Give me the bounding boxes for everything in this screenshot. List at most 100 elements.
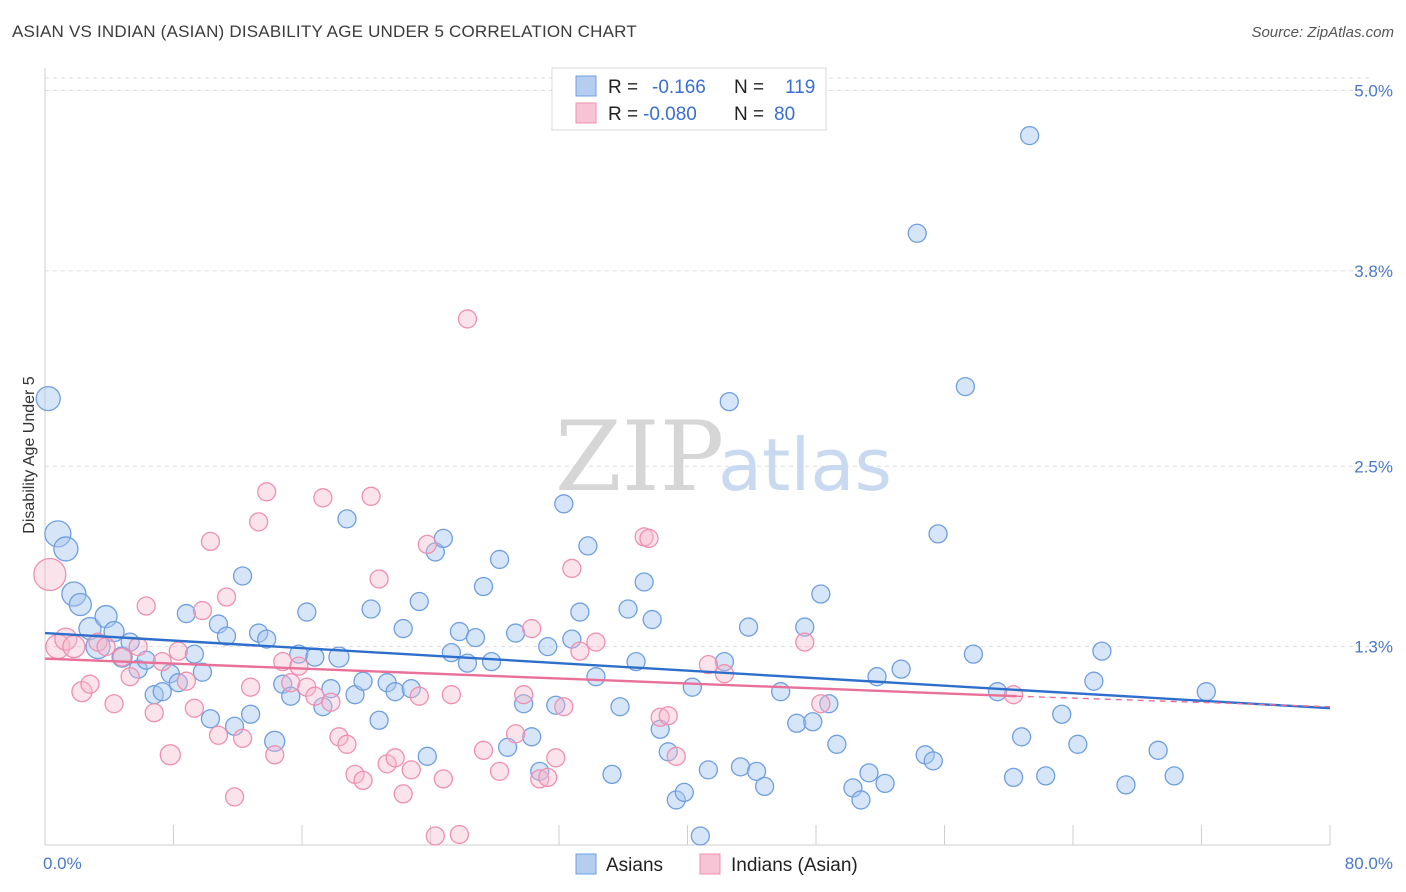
asians-point-84 (730, 757, 751, 777)
asians-point-79 (682, 677, 702, 697)
asians-point-2 (53, 536, 79, 562)
asians-point-78 (674, 782, 694, 803)
indians-point-67 (650, 707, 670, 727)
asians-point-50 (441, 642, 462, 663)
bottom-legend: Asians Indians (Asian) (575, 853, 858, 876)
indians-point-56 (514, 685, 534, 705)
asians-point-0 (35, 385, 61, 412)
indians-point-57 (522, 618, 542, 639)
indians-point-7 (96, 636, 116, 657)
asians-point-40 (361, 599, 381, 619)
indians-point-58 (530, 769, 550, 789)
y-tick-label-2: 3.8% (1354, 262, 1393, 281)
asians-point-67 (578, 536, 598, 556)
asians-point-18 (184, 644, 205, 664)
asians-point-66 (570, 602, 590, 622)
asians-point-37 (337, 509, 357, 529)
asians-point-115 (1092, 641, 1112, 661)
asians-points (35, 125, 1216, 846)
indians-point-46 (409, 686, 429, 706)
indians-point-60 (546, 748, 566, 768)
asians-point-55 (481, 651, 502, 672)
legend-swatch-indians (575, 102, 597, 124)
asians-point-116 (1116, 775, 1136, 795)
indians-point-50 (441, 685, 462, 705)
y-axis-label: Disability Age Under 5 (21, 376, 38, 534)
indians-point-25 (240, 677, 261, 697)
indians-point-3 (62, 634, 86, 659)
indians-point-59 (538, 767, 558, 788)
indians-trend-line (44, 657, 1017, 698)
legend-r-label-asians: R = (608, 77, 638, 98)
asians-point-103 (923, 751, 943, 771)
asians-point-54 (473, 576, 494, 597)
asians-point-73 (634, 572, 654, 592)
asians-point-90 (795, 617, 815, 637)
asians-point-91 (803, 712, 823, 732)
asians-point-107 (987, 682, 1008, 702)
asians-point-72 (626, 651, 646, 672)
y-tick-label-0: 1.3% (1354, 638, 1393, 657)
asians-point-20 (200, 709, 221, 729)
x-tick-label-0: 0.0% (43, 854, 82, 873)
asians-point-32 (297, 602, 317, 622)
indians-point-14 (152, 651, 172, 672)
asians-point-83 (719, 391, 739, 412)
indians-point-10 (120, 667, 140, 687)
indians-point-21 (208, 725, 229, 745)
legend-n-label-asians: N = (734, 77, 764, 98)
legend-swatch-asians (575, 75, 597, 97)
asians-point-70 (610, 697, 630, 717)
asians-point-105 (955, 376, 976, 397)
legend-r-value-asians: -0.166 (652, 77, 706, 98)
indians-point-20 (200, 531, 221, 552)
asians-point-89 (787, 713, 807, 733)
indians-point-30 (281, 673, 301, 693)
asians-point-63 (546, 695, 566, 715)
indians-point-61 (554, 697, 574, 717)
asians-point-60 (522, 727, 542, 747)
asians-point-47 (417, 746, 437, 766)
asians-point-111 (1036, 766, 1056, 786)
indians-point-23 (224, 787, 245, 807)
asians-point-80 (690, 826, 710, 846)
asians-point-74 (642, 609, 662, 630)
asians-point-36 (328, 646, 350, 668)
asians-point-104 (928, 524, 948, 544)
indians-point-0 (33, 557, 67, 592)
indians-point-12 (136, 596, 156, 616)
asians-point-85 (738, 617, 759, 637)
indians-point-22 (216, 587, 237, 607)
asians-point-35 (321, 679, 341, 699)
indians-point-8 (104, 694, 124, 714)
asians-point-41 (369, 710, 389, 730)
watermark-zip: ZIP (555, 401, 724, 513)
asians-point-71 (618, 599, 638, 619)
asians-point-100 (891, 659, 911, 679)
asians-point-97 (859, 763, 879, 783)
legend-box: R = -0.166 N = 119 R = -0.080 N = 80 (551, 67, 827, 131)
asians-point-109 (1011, 727, 1032, 747)
asians-point-62 (538, 636, 558, 657)
indians-point-33 (305, 686, 325, 706)
legend-r-label-indians: R = (608, 104, 638, 125)
asians-point-17 (176, 603, 197, 624)
asians-point-30 (281, 686, 301, 706)
legend-n-value-asians: 119 (785, 77, 815, 98)
indians-point-15 (159, 744, 181, 766)
indians-point-51 (449, 824, 470, 845)
asians-point-94 (827, 734, 847, 754)
indians-point-37 (337, 734, 357, 754)
asians-point-49 (433, 528, 454, 549)
indians-points (33, 309, 1024, 846)
asians-point-3 (61, 581, 87, 607)
asians-point-99 (875, 773, 895, 794)
indians-point-31 (289, 656, 309, 676)
indians-point-17 (176, 671, 197, 691)
asians-point-113 (1068, 734, 1088, 754)
axes (44, 68, 1331, 846)
indians-point-52 (457, 309, 478, 329)
asians-point-1 (44, 520, 72, 548)
asians-point-93 (819, 694, 839, 714)
